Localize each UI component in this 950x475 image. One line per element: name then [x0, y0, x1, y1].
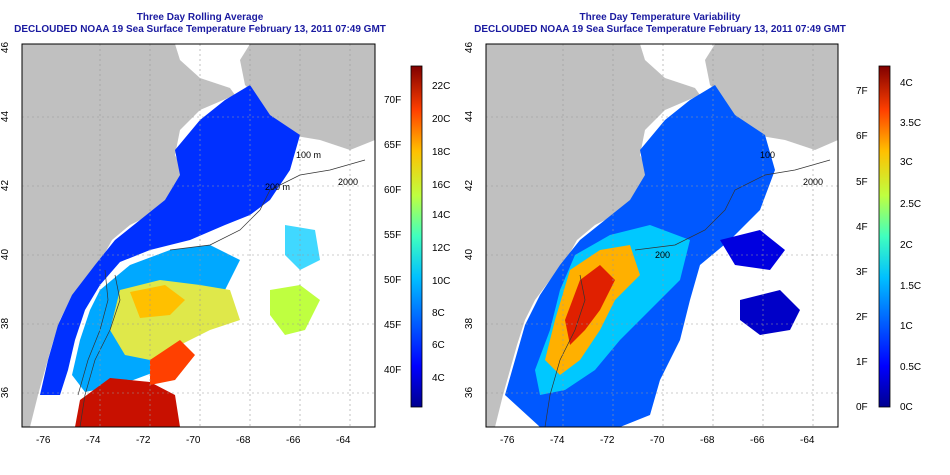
right-contour-shelf [634, 159, 831, 251]
right-cb-c-label: 2C [900, 240, 913, 251]
left-sst-cold [40, 85, 300, 395]
left-land-us [22, 44, 235, 427]
right-cb-f-label: 6F [856, 131, 868, 142]
left-cb-f-label: 40F [384, 365, 402, 376]
left-contour-label-100m: 100 m [296, 150, 322, 160]
right-cb-c-label: 0C [900, 402, 913, 413]
right-cb-f-label: 0F [856, 402, 868, 413]
left-colorbar [410, 65, 423, 408]
left-lon-tick: -74 [86, 435, 101, 446]
right-grid [486, 44, 838, 427]
left-cb-c-label: 10C [432, 276, 451, 287]
right-lon-tick: -66 [750, 435, 765, 446]
left-lat-tick: 46 [0, 41, 12, 54]
left-cb-c-label: 4C [432, 373, 445, 384]
right-cb-f-label: 7F [856, 86, 868, 97]
right-var-offshore [740, 290, 800, 335]
right-title-line1: Three Day Temperature Variability [579, 12, 741, 23]
left-lon-tick: -68 [236, 435, 251, 446]
right-land-canada [705, 44, 838, 150]
right-map-frame [485, 43, 839, 428]
left-cb-f-label: 55F [384, 230, 402, 241]
right-var-offshore2 [720, 230, 785, 270]
right-contour-label-200: 200 [655, 250, 671, 260]
left-lat-tick: 36 [0, 386, 12, 399]
left-sst-patch [270, 285, 320, 335]
right-lat-tick: 44 [464, 110, 476, 123]
left-contour-label-2000: 2000 [338, 177, 359, 187]
right-cb-c-label: 3C [900, 157, 913, 168]
left-cb-f-label: 70F [384, 95, 402, 106]
left-cb-f-label: 60F [384, 185, 402, 196]
right-lon-tick: -74 [550, 435, 565, 446]
left-sst-warmer [130, 285, 185, 318]
left-contour-label-200m: 200 m [265, 182, 291, 192]
right-cb-f-label: 5F [856, 177, 868, 188]
right-cb-c-label: 1.5C [900, 281, 922, 292]
right-cb-f-label: 3F [856, 267, 868, 278]
right-cb-f-label: 4F [856, 222, 868, 233]
right-contour-label-100: 100 [760, 150, 776, 160]
right-colorbar [878, 65, 891, 408]
right-cb-c-label: 0.5C [900, 362, 922, 373]
right-cb-f-label: 2F [856, 312, 868, 323]
left-cb-c-label: 6C [432, 340, 445, 351]
right-lon-tick: -76 [500, 435, 515, 446]
left-map-frame [21, 43, 376, 428]
right-contour-100m [544, 274, 586, 427]
right-lat-tick: 46 [464, 41, 476, 54]
left-lon-tick: -66 [286, 435, 301, 446]
left-cb-c-label: 8C [432, 308, 445, 319]
right-cb-c-label: 2.5C [900, 199, 922, 210]
left-cb-c-label: 12C [432, 243, 451, 254]
left-lat-tick: 44 [0, 110, 12, 123]
left-cb-c-label: 18C [432, 147, 451, 158]
right-cb-c-label: 4C [900, 78, 913, 89]
left-lon-tick: -64 [336, 435, 351, 446]
right-title-line2: DECLOUDED NOAA 19 Sea Surface Temperatur… [474, 24, 846, 35]
left-contour-100m [79, 274, 121, 427]
left-sst-patch2 [285, 225, 320, 270]
left-cb-c-label: 14C [432, 210, 451, 221]
left-grid [22, 44, 375, 427]
right-lon-tick: -68 [700, 435, 715, 446]
right-cb-c-label: 1C [900, 321, 913, 332]
right-var-peak [565, 265, 615, 345]
right-lat-tick: 40 [464, 248, 476, 261]
left-cb-f-label: 65F [384, 140, 402, 151]
left-lon-tick: -70 [186, 435, 201, 446]
right-map [486, 44, 838, 427]
left-cb-f-label: 45F [384, 320, 402, 331]
left-lat-tick: 40 [0, 248, 12, 261]
left-land-canada [240, 44, 375, 150]
left-cb-c-label: 16C [432, 180, 451, 191]
left-lat-tick: 38 [0, 317, 12, 330]
right-cb-f-label: 1F [856, 357, 868, 368]
right-lat-tick: 36 [464, 386, 476, 399]
left-sst-hot [75, 378, 180, 427]
left-title-line1: Three Day Rolling Average [136, 12, 264, 23]
right-lon-tick: -72 [600, 435, 615, 446]
left-lon-tick: -76 [36, 435, 51, 446]
right-cb-c-label: 3.5C [900, 118, 922, 129]
left-cb-c-label: 20C [432, 114, 451, 125]
left-contour-shelf [169, 159, 366, 251]
left-cb-c-label: 22C [432, 81, 451, 92]
right-lon-tick: -70 [650, 435, 665, 446]
left-sst-hot-tail [150, 340, 195, 385]
right-lon-tick: -64 [800, 435, 815, 446]
left-lon-tick: -72 [136, 435, 151, 446]
left-cb-f-label: 50F [384, 275, 402, 286]
right-land-us [486, 44, 700, 427]
right-contour-label-2000: 2000 [803, 177, 824, 187]
left-lat-tick: 42 [0, 179, 12, 192]
right-lat-tick: 42 [464, 179, 476, 192]
left-title-line2: DECLOUDED NOAA 19 Sea Surface Temperatur… [14, 24, 386, 35]
left-map [22, 44, 375, 427]
right-lat-tick: 38 [464, 317, 476, 330]
